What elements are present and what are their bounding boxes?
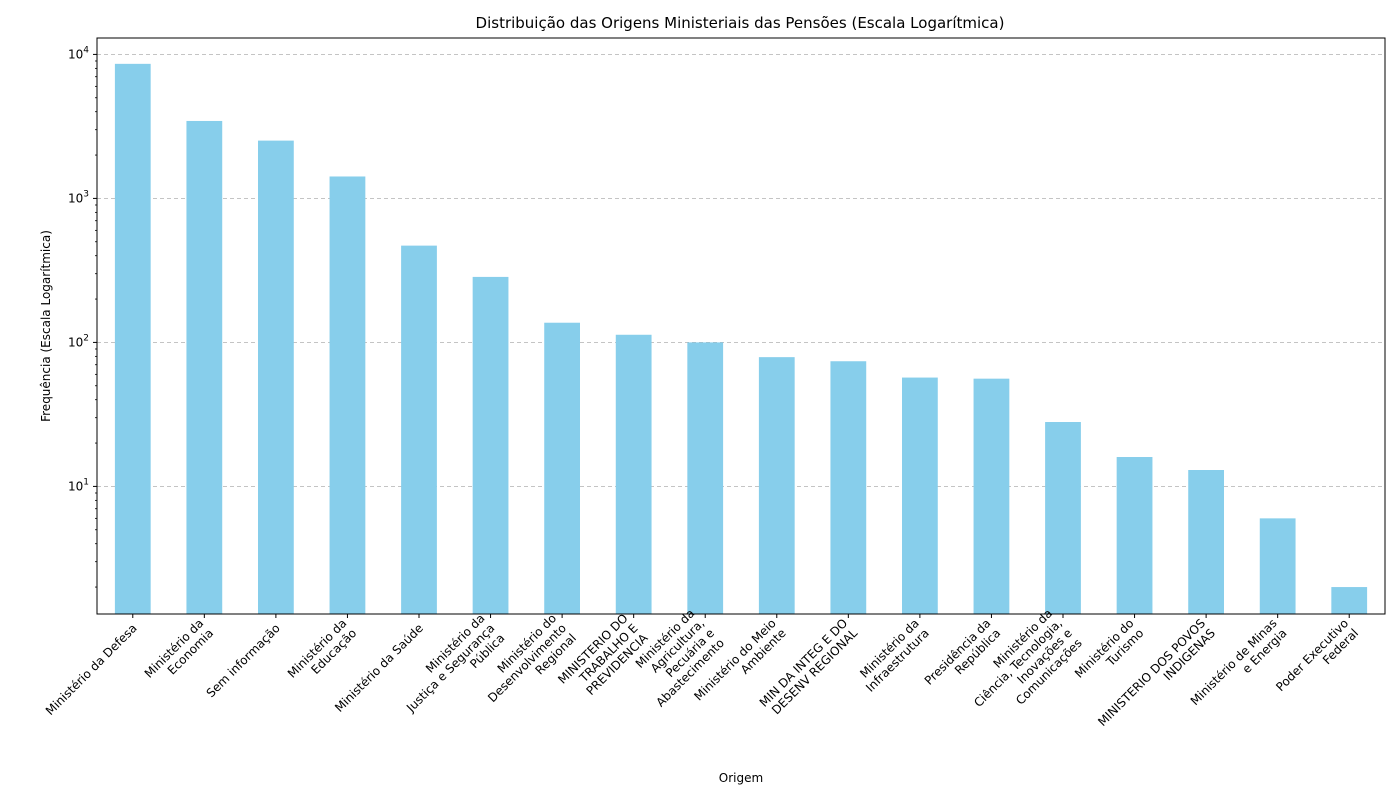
- x-tick-label: Sem informação: [204, 621, 283, 700]
- bar: [1188, 470, 1224, 614]
- x-axis-ticks: Ministério da Defesa Ministério daEconomi…: [43, 606, 1361, 729]
- bars: [114, 63, 1368, 615]
- y-tick-exponent: 2: [83, 333, 89, 343]
- y-tick-label: 104: [68, 45, 89, 61]
- chart-title: Distribuição das Origens Ministeriais da…: [476, 14, 1005, 32]
- x-tick-text: Sem informação: [204, 621, 283, 700]
- bar: [258, 140, 294, 614]
- bar: [758, 357, 795, 614]
- x-tick-text: Ministério daInfraestrutura: [853, 616, 932, 695]
- bar: [1259, 518, 1296, 614]
- x-tick-text: Ministério da Defesa: [43, 621, 140, 718]
- grid-lines: [97, 54, 1385, 487]
- x-tick-label: Ministério daEconomia: [142, 616, 217, 691]
- y-tick-base: 10: [68, 335, 83, 349]
- bar: [973, 378, 1010, 614]
- plot-frame: [96, 37, 1386, 615]
- x-tick-text: Poder ExecutivoFederal: [1273, 616, 1361, 704]
- y-tick-label: 102: [68, 333, 89, 349]
- x-tick-text: Ministério daAgricultura,Pecuária eAbast…: [624, 606, 727, 709]
- x-tick-line: Sem informação: [204, 621, 283, 700]
- x-tick-label: Poder ExecutivoFederal: [1273, 616, 1361, 704]
- bar: [902, 377, 938, 614]
- bar: [114, 63, 151, 614]
- y-tick-exponent: 1: [83, 477, 89, 487]
- bar: [186, 120, 223, 615]
- y-tick-label: 101: [68, 477, 89, 493]
- y-tick-exponent: 3: [83, 189, 89, 199]
- x-tick-label: Ministério da Defesa: [43, 621, 140, 718]
- bar: [1045, 422, 1081, 614]
- x-tick-text: Ministério daEducação: [285, 616, 360, 691]
- x-tick-label: Ministério daEducação: [285, 616, 360, 691]
- bar: [1116, 457, 1153, 614]
- x-tick-label: Ministério daInfraestrutura: [853, 616, 932, 695]
- y-axis-label: Frequência (Escala Logarítmica): [39, 230, 53, 422]
- y-tick-exponent: 4: [83, 45, 89, 55]
- bar: [472, 276, 509, 614]
- bar: [830, 361, 867, 614]
- y-tick-base: 10: [68, 47, 83, 61]
- x-axis-label: Origem: [719, 771, 763, 785]
- y-tick-base: 10: [68, 479, 83, 493]
- bar: [544, 322, 580, 614]
- bar: [615, 334, 652, 614]
- y-tick-base: 10: [68, 191, 83, 205]
- y-tick-label: 103: [68, 189, 89, 205]
- bar: [401, 245, 437, 615]
- x-tick-text: Ministério daEconomia: [142, 616, 217, 691]
- bar: [687, 342, 724, 614]
- bar: [329, 176, 366, 614]
- x-tick-line: Ministério da Defesa: [43, 621, 140, 718]
- x-tick-label: Ministério daAgricultura,Pecuária eAbast…: [624, 606, 727, 709]
- bar: [1331, 587, 1368, 614]
